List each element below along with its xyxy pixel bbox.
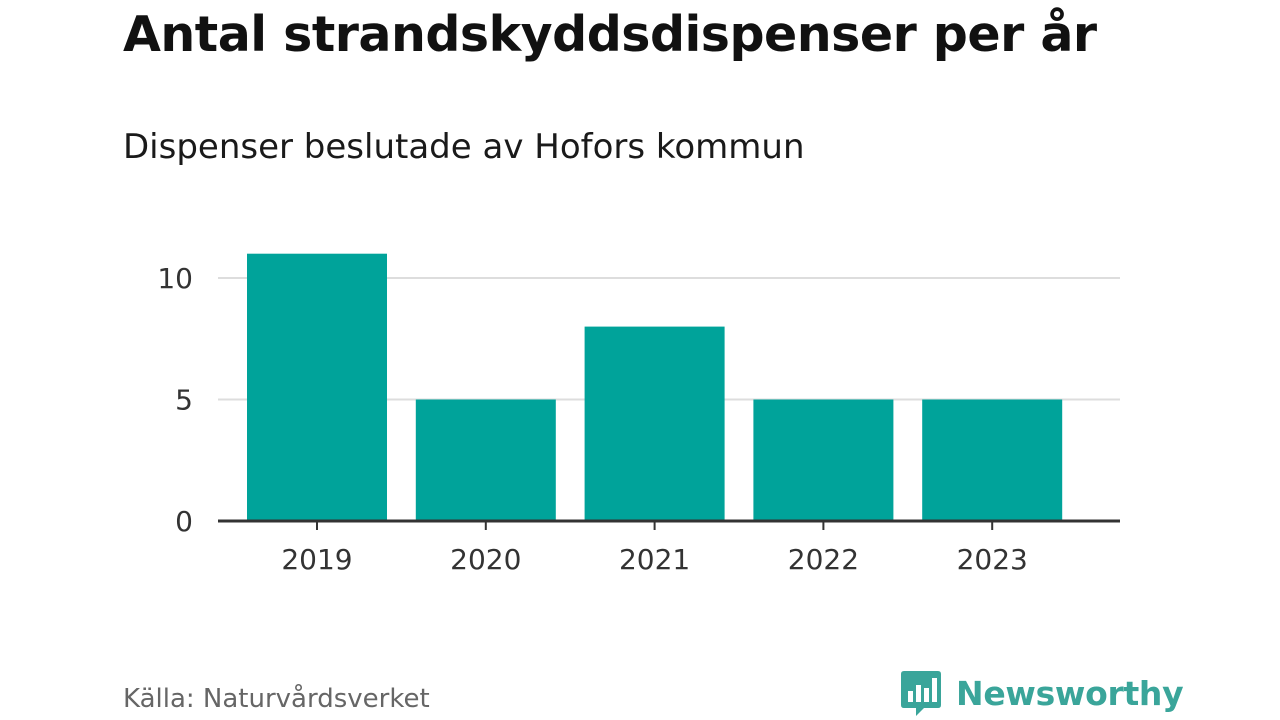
- y-tick-label: 0: [175, 505, 193, 538]
- chart-subtitle: Dispenser beslutade av Hofors kommun: [123, 127, 805, 167]
- bar-layer: [247, 253, 1063, 521]
- x-tick-label: 2021: [619, 543, 690, 576]
- newsworthy-logo-icon: [901, 671, 941, 716]
- x-tick-label: 2019: [281, 543, 352, 576]
- bar-2019: [247, 253, 387, 521]
- x-tick-label: 2020: [450, 543, 521, 576]
- y-tick-label: 10: [157, 262, 193, 295]
- brand-name: Newsworthy: [956, 673, 1184, 713]
- brand-logo: Newsworthy: [900, 668, 1184, 718]
- bar-chart: 0 5 10 2019 2020 2021 2022 2023: [157, 253, 1120, 576]
- bar-2022: [753, 399, 894, 521]
- y-tick-label: 5: [175, 384, 193, 417]
- bar-2020: [415, 399, 556, 521]
- bar-2023: [922, 399, 1063, 521]
- chart-title: Antal strandskyddsdispenser per år: [123, 6, 1097, 63]
- bar-2021: [584, 326, 725, 521]
- x-tick-label: 2022: [788, 543, 859, 576]
- axis-layer: 0 5 10 2019 2020 2021 2022 2023: [157, 262, 1120, 576]
- source-note: Källa: Naturvårdsverket: [123, 684, 430, 714]
- x-tick-label: 2023: [957, 543, 1028, 576]
